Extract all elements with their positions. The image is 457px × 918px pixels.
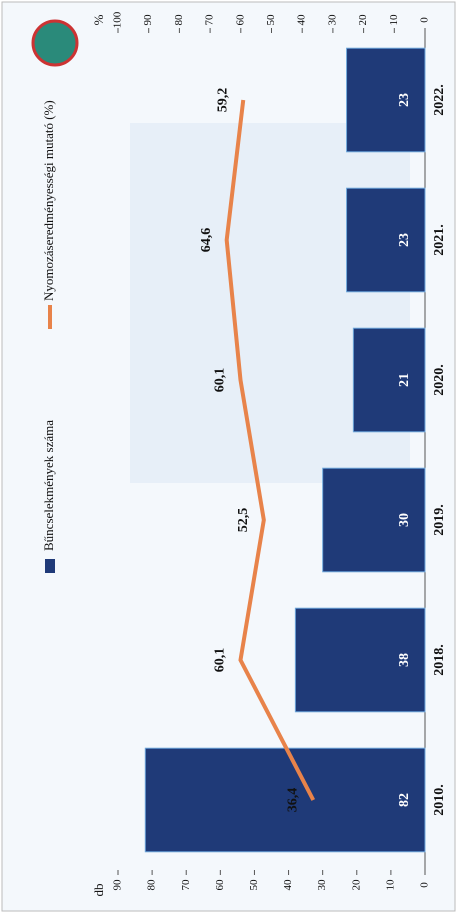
y-tick-label: 60: [214, 879, 226, 891]
y2-tick-label: 100: [112, 11, 124, 28]
bar-value-label: 38: [397, 653, 412, 667]
y-tick-label: 80: [146, 879, 158, 891]
logo: [31, 19, 79, 67]
bar: [346, 187, 426, 293]
y2-tick-label: 10: [388, 14, 400, 26]
y2-tick-label: 30: [326, 14, 338, 26]
y2-tick-label: 90: [142, 14, 154, 26]
y-tick-label: 40: [282, 879, 294, 891]
line-value-label: 64,6: [199, 228, 214, 253]
x-tick-label: 2010.: [432, 784, 447, 816]
line-value-label: 60,1: [213, 648, 228, 673]
line-value-label: 36,4: [285, 788, 300, 813]
bar: [346, 47, 426, 153]
y2-tick-label: 40: [296, 14, 308, 26]
x-tick-label: 2022.: [432, 84, 447, 116]
y-tick-label: 10: [384, 879, 396, 891]
y-tick-label: 0: [419, 882, 431, 888]
bar-value-label: 23: [397, 233, 412, 247]
legend-label: Nyomozáseredményességi mutató (%): [41, 100, 56, 301]
y-tick-label: 20: [350, 879, 362, 891]
x-tick-label: 2021.: [432, 224, 447, 256]
bar-value-label: 82: [397, 793, 412, 807]
y2-tick-label: 20: [357, 14, 369, 26]
bar-value-label: 30: [397, 513, 412, 527]
x-tick-label: 2020.: [432, 364, 447, 396]
bar: [294, 607, 426, 713]
bar: [352, 327, 426, 433]
y-tick-label: 70: [180, 879, 192, 891]
y-tick-label: 50: [248, 879, 260, 891]
y2-axis-label: %: [91, 14, 106, 25]
y-tick-label: 90: [112, 879, 124, 891]
y2-tick-label: 50: [265, 14, 277, 26]
y-tick-label: 30: [316, 879, 328, 891]
bar: [322, 467, 426, 573]
legend-label: Bűncselekmények száma: [41, 420, 56, 551]
line: [224, 99, 316, 801]
x-tick-label: 2019.: [432, 504, 447, 536]
background-image: [130, 123, 410, 483]
y-axis-label: db: [91, 884, 106, 897]
rotated-plot: db % 0 10 20 30 40 50 60 70 80 90 0 10 20 30 40 50 60 70 8…: [31, 11, 447, 897]
line-value-label: 60,1: [213, 368, 228, 393]
y2-tick-label: 0: [419, 17, 431, 23]
line-value-label: 52,5: [236, 508, 251, 533]
legend-swatch: [45, 559, 55, 573]
x-tick-label: 2018.: [432, 644, 447, 676]
bar-value-label: 21: [397, 373, 412, 387]
y2-tick-label: 80: [173, 14, 185, 26]
bar-value-label: 23: [397, 93, 412, 107]
y2-tick-label: 60: [234, 14, 246, 26]
line-value-label: 59,2: [215, 88, 230, 113]
y2-tick-label: 70: [204, 14, 216, 26]
